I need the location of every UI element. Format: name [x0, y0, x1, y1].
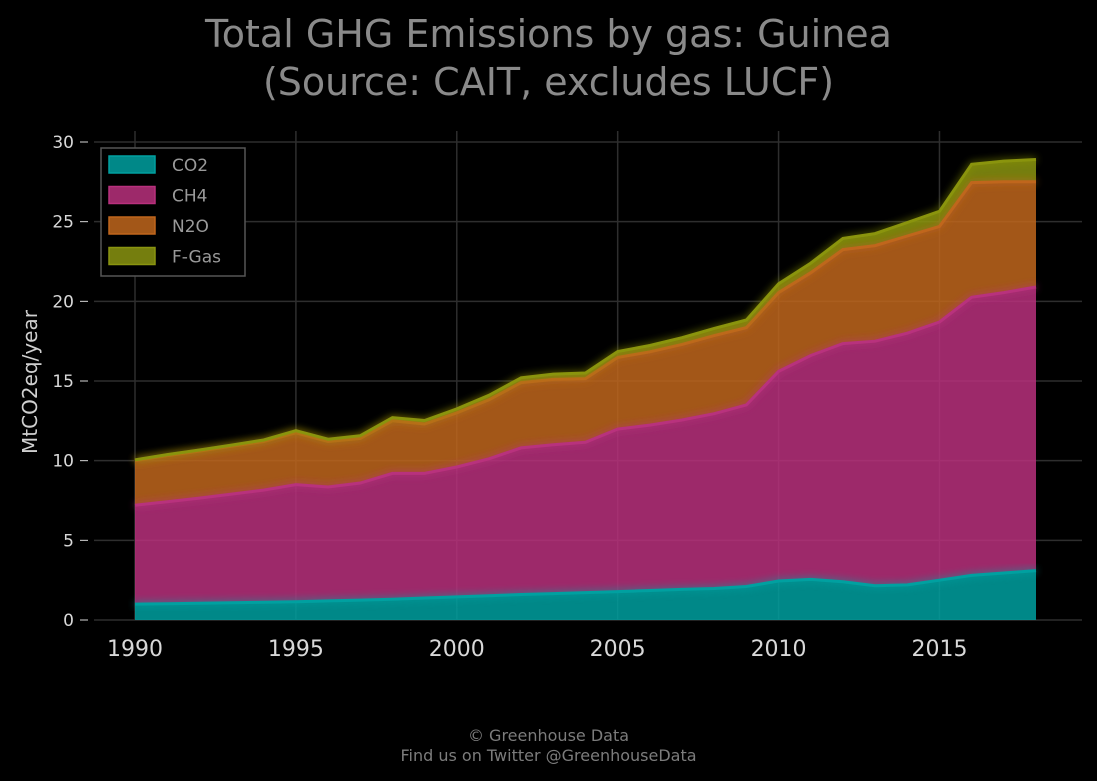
x-tick-1995: 1995: [268, 637, 324, 662]
y-tick-15: 15: [52, 372, 74, 392]
y-tick-10: 10: [52, 452, 74, 472]
x-tick-2010: 2010: [751, 637, 807, 662]
area-n2o: [135, 181, 1036, 506]
line-f-gas: [134, 158, 1037, 462]
line-co2: [134, 569, 1037, 606]
y-tick-25: 25: [52, 213, 74, 233]
legend-swatch-ch4: [108, 185, 156, 205]
y-tick-0: 0: [63, 611, 74, 631]
legend-swatch-co2: [108, 155, 156, 174]
y-tick-5: 5: [63, 531, 74, 551]
y-tick-20: 20: [52, 292, 74, 312]
legend-swatch-n2o: [108, 216, 156, 235]
legend-label-co2: CO2: [172, 156, 208, 176]
x-tick-2015: 2015: [911, 637, 967, 662]
x-tick-1990: 1990: [107, 637, 163, 662]
x-tick-2000: 2000: [429, 637, 485, 662]
legend-label-f-gas: F-Gas: [172, 248, 221, 268]
footer-credit: © Greenhouse Data: [467, 726, 630, 745]
legend-label-n2o: N2O: [172, 217, 209, 237]
area-co2: [135, 570, 1036, 620]
x-axis-ticks: 1990 1995 2000 2005 2010 2015: [107, 637, 967, 662]
area-ch4: [135, 287, 1036, 605]
footer-twitter: Find us on Twitter @GreenhouseData: [400, 746, 697, 765]
chart-subtitle: (Source: CAIT, excludes LUCF): [262, 60, 835, 104]
area-edges: [134, 158, 1037, 606]
line-ch4: [134, 285, 1037, 507]
y-tick-30: 30: [52, 133, 74, 153]
area-layers: [135, 159, 1036, 620]
line-n2o: [134, 180, 1036, 463]
x-tick-2005: 2005: [590, 637, 646, 662]
legend: CO2 CH4 N2O F-Gas: [100, 147, 246, 277]
legend-swatch-f-gas: [108, 246, 156, 266]
legend-label-ch4: CH4: [172, 187, 207, 207]
y-axis-ticks: 0 5 10 15 20 25 30: [52, 133, 88, 631]
chart-title: Total GHG Emissions by gas: Guinea: [205, 12, 892, 56]
